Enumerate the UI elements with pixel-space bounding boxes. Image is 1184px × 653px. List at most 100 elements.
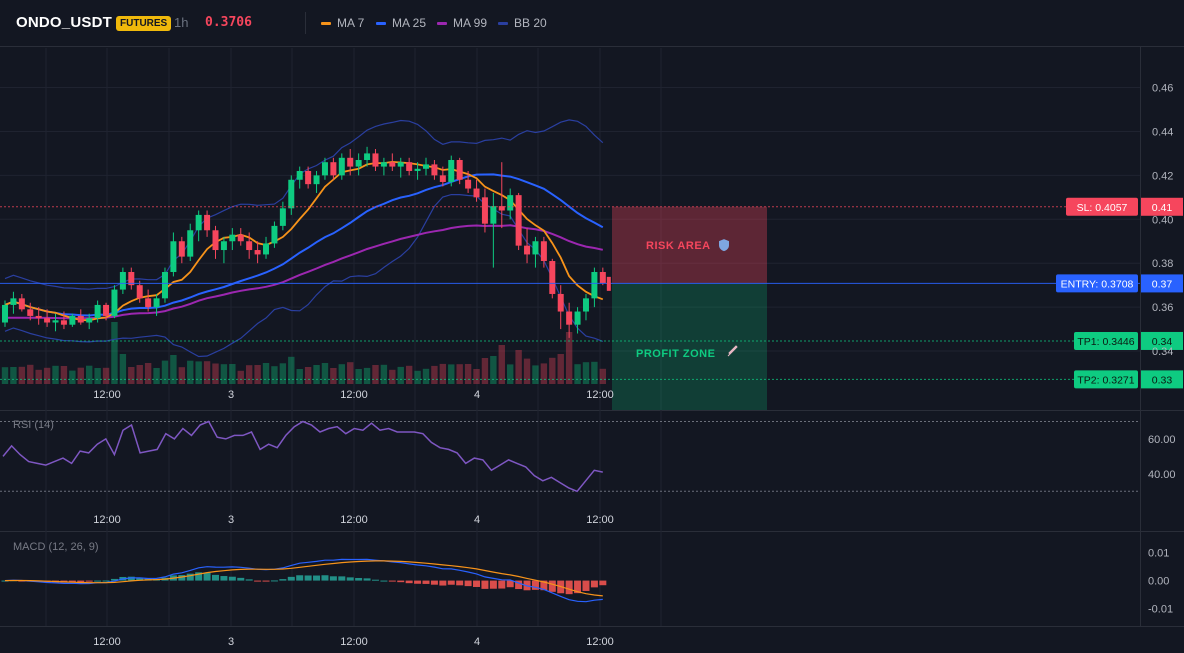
candle[interactable] (330, 157, 337, 180)
candle[interactable] (498, 162, 505, 229)
macd-histogram-bar (254, 580, 262, 582)
candle[interactable] (220, 236, 227, 264)
candle[interactable] (591, 267, 598, 308)
candle[interactable] (431, 160, 438, 180)
candle-body (389, 162, 396, 167)
candle[interactable] (77, 309, 84, 325)
candle[interactable] (574, 307, 581, 334)
candle[interactable] (86, 313, 93, 330)
candle[interactable] (119, 267, 126, 294)
candle[interactable] (145, 289, 152, 312)
candle[interactable] (507, 188, 514, 220)
candles[interactable] (2, 146, 606, 338)
candle[interactable] (423, 157, 429, 176)
candle-body (296, 170, 303, 180)
candle[interactable] (372, 149, 379, 171)
candle[interactable] (296, 166, 303, 189)
legend-ma25[interactable]: MA 25 (376, 16, 426, 30)
candle[interactable] (10, 291, 17, 314)
candle[interactable] (279, 201, 286, 231)
candle[interactable] (18, 293, 25, 312)
time-tick-label: 12:00 (340, 389, 368, 401)
volume-bar (422, 368, 430, 384)
candle[interactable] (52, 313, 59, 332)
candle[interactable] (549, 258, 556, 299)
timeframe-label[interactable]: 1h (174, 15, 189, 30)
candle-body (263, 243, 270, 255)
candle[interactable] (338, 153, 345, 180)
candle[interactable] (136, 280, 143, 303)
candle[interactable] (212, 225, 219, 259)
price-tick-label: 0.34 (1152, 346, 1173, 358)
candle[interactable] (532, 236, 539, 268)
candle[interactable] (313, 170, 320, 193)
candle[interactable] (481, 188, 488, 233)
candle[interactable] (161, 267, 168, 303)
candle[interactable] (524, 228, 531, 264)
candle-body (397, 162, 404, 167)
candle[interactable] (439, 166, 446, 187)
candle[interactable] (465, 170, 472, 193)
legend-bb20[interactable]: BB 20 (498, 16, 547, 30)
candle[interactable] (582, 293, 589, 321)
macd-histogram-bar (178, 575, 186, 581)
candle[interactable] (364, 146, 371, 167)
candle[interactable] (566, 302, 573, 338)
candle[interactable] (195, 210, 202, 242)
candle[interactable] (414, 162, 421, 180)
candle[interactable] (263, 236, 270, 259)
candle-body (364, 153, 371, 160)
candle[interactable] (557, 285, 564, 330)
candle[interactable] (599, 267, 606, 286)
last-price: 0.3706 (205, 15, 252, 30)
candle[interactable] (355, 153, 362, 176)
candle[interactable] (229, 228, 236, 251)
candle[interactable] (103, 302, 110, 321)
candle[interactable] (473, 179, 480, 202)
candle[interactable] (389, 153, 396, 171)
candle[interactable] (397, 157, 404, 178)
volume-bar (187, 360, 194, 384)
candle[interactable] (35, 307, 42, 325)
legend-ma7[interactable]: MA 7 (321, 16, 364, 30)
candle[interactable] (347, 149, 354, 176)
candle[interactable] (204, 210, 211, 237)
candle[interactable] (540, 236, 547, 268)
bb-upper-line (4, 119, 604, 290)
candle[interactable] (60, 311, 67, 330)
candle[interactable] (94, 300, 101, 323)
candle[interactable] (170, 232, 177, 277)
candle[interactable] (111, 285, 118, 319)
candle[interactable] (44, 309, 51, 327)
volume-bar (380, 364, 388, 384)
candle[interactable] (305, 166, 312, 189)
candle[interactable] (2, 300, 8, 327)
candle[interactable] (515, 192, 522, 251)
candle-body (439, 175, 446, 182)
candle[interactable] (456, 157, 463, 185)
candle[interactable] (380, 157, 387, 176)
candle[interactable] (178, 236, 185, 264)
candle[interactable] (254, 241, 261, 264)
candle-body (330, 162, 337, 176)
candle[interactable] (271, 221, 278, 248)
candle[interactable] (288, 175, 295, 215)
candle[interactable] (153, 293, 160, 316)
volume-bar (170, 355, 177, 384)
candle[interactable] (246, 232, 253, 259)
candle[interactable] (27, 302, 34, 321)
candle[interactable] (321, 157, 328, 180)
symbol-name[interactable]: ONDO_USDT (16, 14, 112, 31)
candle[interactable] (237, 228, 244, 246)
candle[interactable] (448, 155, 455, 187)
candle[interactable] (69, 313, 76, 327)
legend-ma99[interactable]: MA 99 (437, 16, 487, 30)
candle[interactable] (490, 192, 497, 268)
candle[interactable] (187, 223, 194, 262)
candle[interactable] (406, 157, 413, 176)
macd-histogram-bar (574, 580, 582, 594)
level-label-box (1056, 274, 1138, 293)
candle[interactable] (128, 267, 135, 290)
volume-bar (313, 365, 320, 384)
